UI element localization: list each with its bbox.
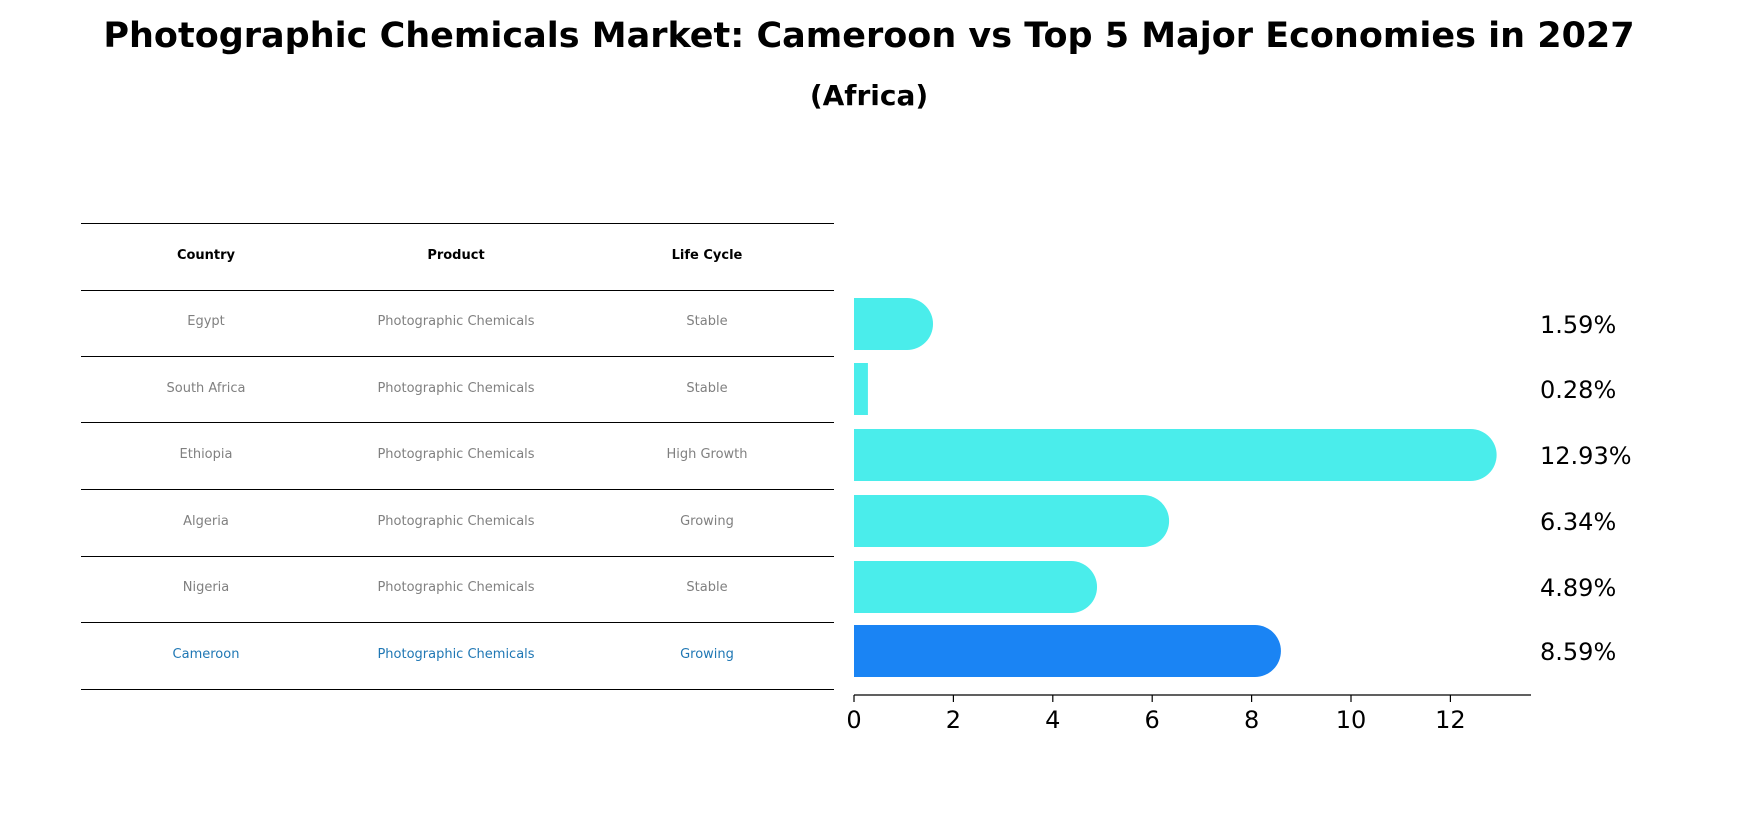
bar-egypt — [854, 298, 934, 350]
table-cell: Nigeria — [182, 580, 230, 595]
x-tick-label: 12 — [1435, 706, 1466, 734]
table-cell: Photographic Chemicals — [377, 381, 535, 396]
table-rule — [81, 689, 834, 690]
x-tick-label: 0 — [846, 706, 861, 734]
table-rule — [81, 290, 834, 291]
bar-nigeria — [854, 561, 1098, 613]
table-cell: Photographic Chemicals — [377, 514, 535, 529]
table-rule — [81, 422, 834, 423]
bar-algeria — [854, 495, 1170, 547]
table-header-cell: Country — [176, 248, 236, 263]
chart-subtitle: (Africa) — [809, 79, 929, 112]
x-tick-label: 8 — [1244, 706, 1259, 734]
table-cell: Photographic Chemicals — [377, 447, 535, 462]
x-tick-label: 6 — [1145, 706, 1160, 734]
chart-title: Photographic Chemicals Market: Cameroon … — [103, 16, 1635, 56]
bar-value-label: 1.59% — [1540, 311, 1616, 339]
table-rule — [81, 489, 834, 490]
table-cell: Egypt — [187, 314, 225, 329]
table-cell: Photographic Chemicals — [377, 580, 535, 595]
table-rule — [81, 622, 834, 623]
bar-south-africa — [854, 363, 868, 415]
bar-value-label: 12.93% — [1540, 442, 1632, 470]
bar-value-label: 4.89% — [1540, 574, 1616, 602]
table-cell: Growing — [680, 647, 734, 662]
table-cell: Cameroon — [172, 647, 240, 662]
table-header-cell: Life Cycle — [671, 248, 743, 263]
table-rule — [81, 356, 834, 357]
table-cell: Ethiopia — [179, 447, 233, 462]
table-cell: Photographic Chemicals — [377, 314, 535, 329]
x-tick-label: 10 — [1336, 706, 1367, 734]
table-rule — [81, 223, 834, 224]
bar-ethiopia — [854, 429, 1497, 481]
table-header-cell: Product — [427, 248, 485, 263]
table-cell: South Africa — [166, 381, 246, 396]
table-cell: Stable — [686, 381, 728, 396]
table-cell: Photographic Chemicals — [377, 647, 535, 662]
table-cell: Stable — [686, 580, 728, 595]
table-cell: Growing — [680, 514, 734, 529]
table-cell: High Growth — [666, 447, 748, 462]
x-tick-label: 2 — [946, 706, 961, 734]
table-cell: Stable — [686, 314, 728, 329]
table-cell: Algeria — [183, 514, 229, 529]
bar-value-label: 0.28% — [1540, 376, 1616, 404]
bar-value-label: 6.34% — [1540, 508, 1616, 536]
bar-value-label: 8.59% — [1540, 638, 1616, 666]
x-tick-label: 4 — [1045, 706, 1060, 734]
bar-cameroon — [854, 625, 1281, 677]
table-rule — [81, 556, 834, 557]
